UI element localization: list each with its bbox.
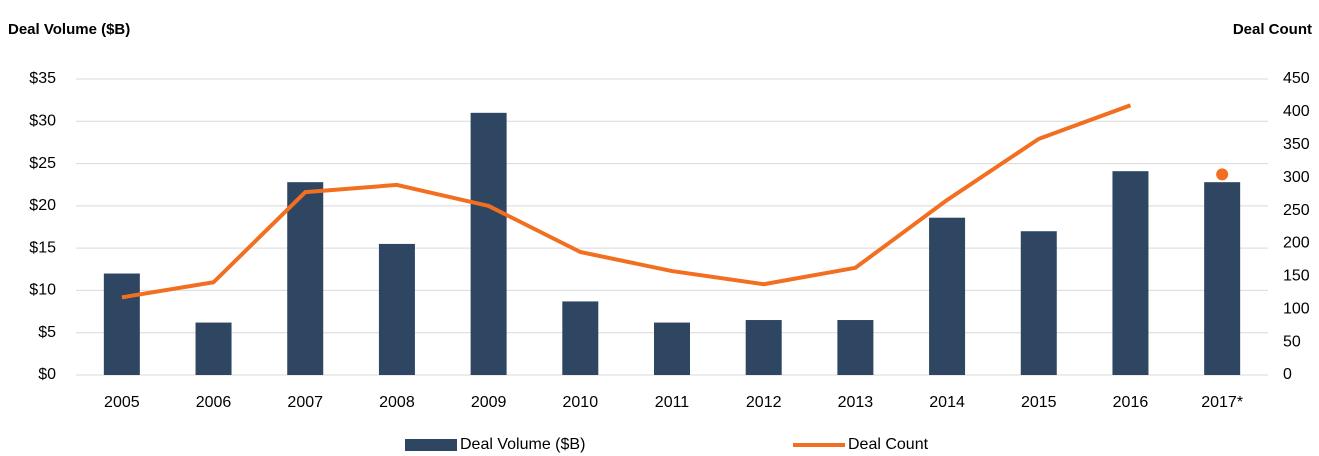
bar xyxy=(1204,182,1241,375)
y2-tick-label: 50 xyxy=(1283,333,1301,350)
y-tick-label: $10 xyxy=(29,282,56,299)
y2-tick-label: 250 xyxy=(1283,202,1310,219)
legend-label: Deal Volume ($B) xyxy=(460,436,585,453)
y2-tick-label: 400 xyxy=(1283,103,1310,120)
bar xyxy=(929,217,966,375)
point xyxy=(1216,168,1229,181)
bar xyxy=(1020,231,1057,375)
y2-axis-title: Deal Count xyxy=(1233,21,1312,38)
x-tick-label: 2012 xyxy=(746,394,782,411)
x-tick-label: 2005 xyxy=(104,394,140,411)
bar xyxy=(103,273,140,375)
x-tick-label: 2014 xyxy=(929,394,965,411)
line xyxy=(121,103,1132,300)
x-tick-label: 2017* xyxy=(1201,394,1243,411)
y-tick-label: $20 xyxy=(29,197,56,214)
bar xyxy=(562,301,599,375)
y2-tick-label: 200 xyxy=(1283,235,1310,252)
bar xyxy=(378,243,415,375)
bar xyxy=(287,182,324,375)
y2-tick-label: 450 xyxy=(1283,70,1310,87)
y-tick-label: $0 xyxy=(38,366,56,383)
y-axis-title: Deal Volume ($B) xyxy=(8,21,130,38)
y-tick-label: $15 xyxy=(29,239,56,256)
bar xyxy=(195,322,232,375)
bar xyxy=(470,112,507,375)
y-tick-label: $30 xyxy=(29,113,56,130)
x-tick-label: 2016 xyxy=(1113,394,1149,411)
y2-tick-label: 150 xyxy=(1283,268,1310,285)
x-tick-label: 2015 xyxy=(1021,394,1057,411)
y2-tick-label: 300 xyxy=(1283,169,1310,186)
y-tick-label: $5 xyxy=(38,324,56,341)
bar xyxy=(1112,171,1149,375)
bar xyxy=(745,320,782,375)
y2-tick-label: 350 xyxy=(1283,136,1310,153)
x-tick-label: 2009 xyxy=(471,394,507,411)
y-tick-label: $35 xyxy=(29,70,56,87)
bar xyxy=(654,322,690,375)
x-tick-label: 2008 xyxy=(379,394,415,411)
bar xyxy=(837,320,874,375)
x-tick-label: 2010 xyxy=(563,394,599,411)
y2-tick-label: 100 xyxy=(1283,300,1310,317)
y2-tick-label: 0 xyxy=(1283,366,1292,383)
x-tick-label: 2013 xyxy=(838,394,874,411)
legend-swatch xyxy=(405,439,457,451)
x-tick-label: 2007 xyxy=(287,394,323,411)
legend-label: Deal Count xyxy=(848,436,929,453)
x-tick-label: 2011 xyxy=(655,394,690,411)
x-tick-label: 2006 xyxy=(196,394,232,411)
y-tick-label: $25 xyxy=(29,155,56,172)
